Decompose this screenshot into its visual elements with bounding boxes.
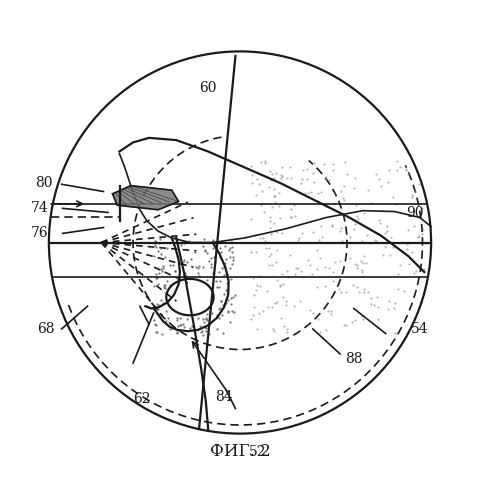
Text: 68: 68 [37,322,55,336]
Text: 60: 60 [199,81,217,95]
Text: 88: 88 [345,352,362,366]
Text: 54: 54 [410,322,428,336]
Text: 62: 62 [133,392,151,406]
Text: ФИГ. 2: ФИГ. 2 [210,444,270,460]
Text: 74: 74 [31,202,48,215]
Text: 84: 84 [215,390,233,404]
Text: 90: 90 [406,206,423,220]
Text: 52: 52 [249,445,266,459]
Text: 80: 80 [35,176,53,190]
Polygon shape [113,186,179,210]
Text: 76: 76 [31,226,48,240]
